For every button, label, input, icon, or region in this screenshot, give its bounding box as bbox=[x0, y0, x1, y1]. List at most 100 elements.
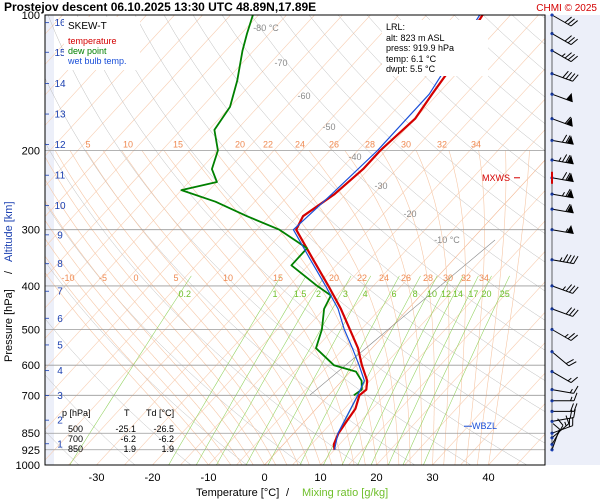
wind-barb-staff bbox=[551, 351, 570, 367]
wind-barb-pennant bbox=[566, 189, 574, 198]
profile-series bbox=[180, 15, 484, 450]
wind-barb-full bbox=[565, 203, 571, 212]
wind-barb-full bbox=[565, 135, 571, 144]
wind-barb-full bbox=[569, 308, 576, 316]
isotherm-label: 5 bbox=[173, 273, 178, 283]
wind-barb bbox=[550, 203, 574, 214]
wind-barb-dot bbox=[550, 419, 554, 423]
wind-barb-full bbox=[566, 254, 572, 263]
isotherm-line bbox=[45, 15, 371, 370]
pressure-tick-label: 100 bbox=[22, 10, 40, 22]
wind-barb bbox=[550, 134, 574, 145]
wind-barb-half bbox=[559, 257, 563, 262]
mixing-ratio-line bbox=[388, 275, 479, 465]
mixing-ratio-line bbox=[267, 275, 372, 465]
wind-barb-staff bbox=[551, 389, 574, 394]
wind-barb-full bbox=[565, 415, 570, 424]
wind-barb-full bbox=[567, 332, 575, 340]
wind-barb-half bbox=[561, 53, 566, 57]
mixing-ratio-line bbox=[195, 275, 307, 465]
mixing-ratio-label: 8 bbox=[413, 289, 418, 299]
wind-barb-staff bbox=[551, 329, 572, 341]
altitude-tick-label: 10 bbox=[54, 201, 66, 212]
legend-temperature: temperature bbox=[68, 36, 117, 46]
mixing-ratio-label: 14 bbox=[453, 289, 463, 299]
wind-barb-full bbox=[565, 307, 573, 315]
wind-barb-dot bbox=[550, 13, 554, 17]
wind-barb-pennant bbox=[566, 204, 574, 213]
wind-barb-full bbox=[573, 256, 579, 264]
dry-adiabat-line bbox=[279, 15, 545, 263]
wind-barb-full bbox=[570, 334, 578, 341]
wind-barb-full bbox=[568, 418, 570, 427]
mixing-ratio-label: 6 bbox=[391, 289, 396, 299]
dry-adiabat-label: -20 bbox=[403, 209, 416, 219]
isotherm-label: 5 bbox=[85, 139, 90, 149]
altitude-tick-label: 12 bbox=[54, 140, 66, 151]
isotherm-line bbox=[124, 15, 539, 465]
altitude-tick-label: 13 bbox=[54, 110, 66, 121]
wind-barb-full bbox=[565, 358, 574, 365]
altitude-tick-label: 6 bbox=[57, 314, 63, 325]
mixing-ratio-line bbox=[402, 275, 492, 465]
isotherm-line bbox=[404, 311, 545, 465]
isotherm-line bbox=[45, 15, 119, 96]
levels-table: p [hPa] T Td [°C] 500 -25.1 -26.5 700 -6… bbox=[62, 408, 174, 454]
mixing-ratio-label: 25 bbox=[500, 289, 510, 299]
wind-barb bbox=[550, 370, 578, 384]
isotherm-line bbox=[45, 15, 343, 339]
pressure-tick-labels: 100 200 300 400 500 600 700 850 925 1000 bbox=[16, 10, 40, 472]
legend-dew-point: dew point bbox=[68, 46, 107, 56]
wind-barb bbox=[550, 154, 574, 165]
wind-barb-half bbox=[564, 421, 567, 427]
background-line-labels: 0.2 1 1.5 2 3 4 6 8 10 12 14 17 20 255 10 15 20 22 24 26 28 3… bbox=[61, 23, 509, 299]
wind-barb-staff bbox=[551, 73, 573, 82]
lrl-box bbox=[382, 20, 488, 76]
wind-barb-full bbox=[565, 72, 573, 80]
wind-barb-staff bbox=[551, 33, 572, 46]
wbzl-label: WBZL bbox=[472, 421, 497, 431]
wind-barb-pennant bbox=[566, 155, 574, 164]
wind-barb-staff bbox=[551, 285, 573, 294]
wind-barb-full bbox=[565, 284, 573, 292]
wind-barb-half bbox=[570, 396, 573, 401]
dry-adiabat-label: -50 bbox=[322, 122, 335, 132]
y-axis-label-pressure: Pressure [hPa] bbox=[3, 289, 15, 362]
levels-row-p: 850 bbox=[68, 444, 83, 454]
wind-barb bbox=[550, 70, 579, 82]
altitude-strip bbox=[45, 15, 54, 465]
altitude-tick-label: 16 bbox=[54, 18, 66, 29]
wind-barb-half bbox=[564, 333, 569, 338]
plot-frame bbox=[44, 14, 546, 466]
dry-adiabat-line bbox=[250, 15, 545, 292]
wind-barb bbox=[550, 350, 577, 367]
wind-barb bbox=[550, 403, 578, 413]
wind-barb bbox=[550, 415, 570, 440]
wind-barb-half bbox=[562, 286, 566, 291]
wet-bulb-temp-line bbox=[292, 15, 481, 450]
wind-barb-full bbox=[572, 74, 579, 82]
wind-barb bbox=[550, 13, 578, 27]
isotherm-label: 15 bbox=[173, 139, 183, 149]
altitude-tick-label: 15 bbox=[54, 48, 66, 59]
wind-barb-staff bbox=[551, 425, 564, 445]
wind-barb-panel bbox=[545, 15, 600, 465]
altitude-tick-label: 5 bbox=[57, 340, 63, 351]
mixing-ratio-label: 4 bbox=[363, 289, 368, 299]
isotherm-label: 32 bbox=[437, 139, 447, 149]
isotherm-line bbox=[45, 15, 147, 126]
lrl-title: LRL: bbox=[386, 22, 405, 32]
wind-barb bbox=[550, 116, 573, 127]
temperature-line bbox=[295, 15, 484, 450]
reference-guide-line bbox=[309, 239, 496, 396]
temperature-tick-label: 40 bbox=[482, 472, 494, 484]
chart-title: Prostejov descent 06.10.2025 13:30 UTC 4… bbox=[4, 0, 316, 14]
wind-barb-staff bbox=[551, 50, 572, 63]
wind-barb-full bbox=[561, 154, 568, 163]
mixing-ratio-line bbox=[245, 275, 352, 465]
wind-barb-full bbox=[567, 18, 575, 25]
wind-barb-dot bbox=[550, 399, 554, 403]
isotherm-line bbox=[45, 15, 427, 431]
mixing-ratio-line bbox=[299, 275, 400, 465]
